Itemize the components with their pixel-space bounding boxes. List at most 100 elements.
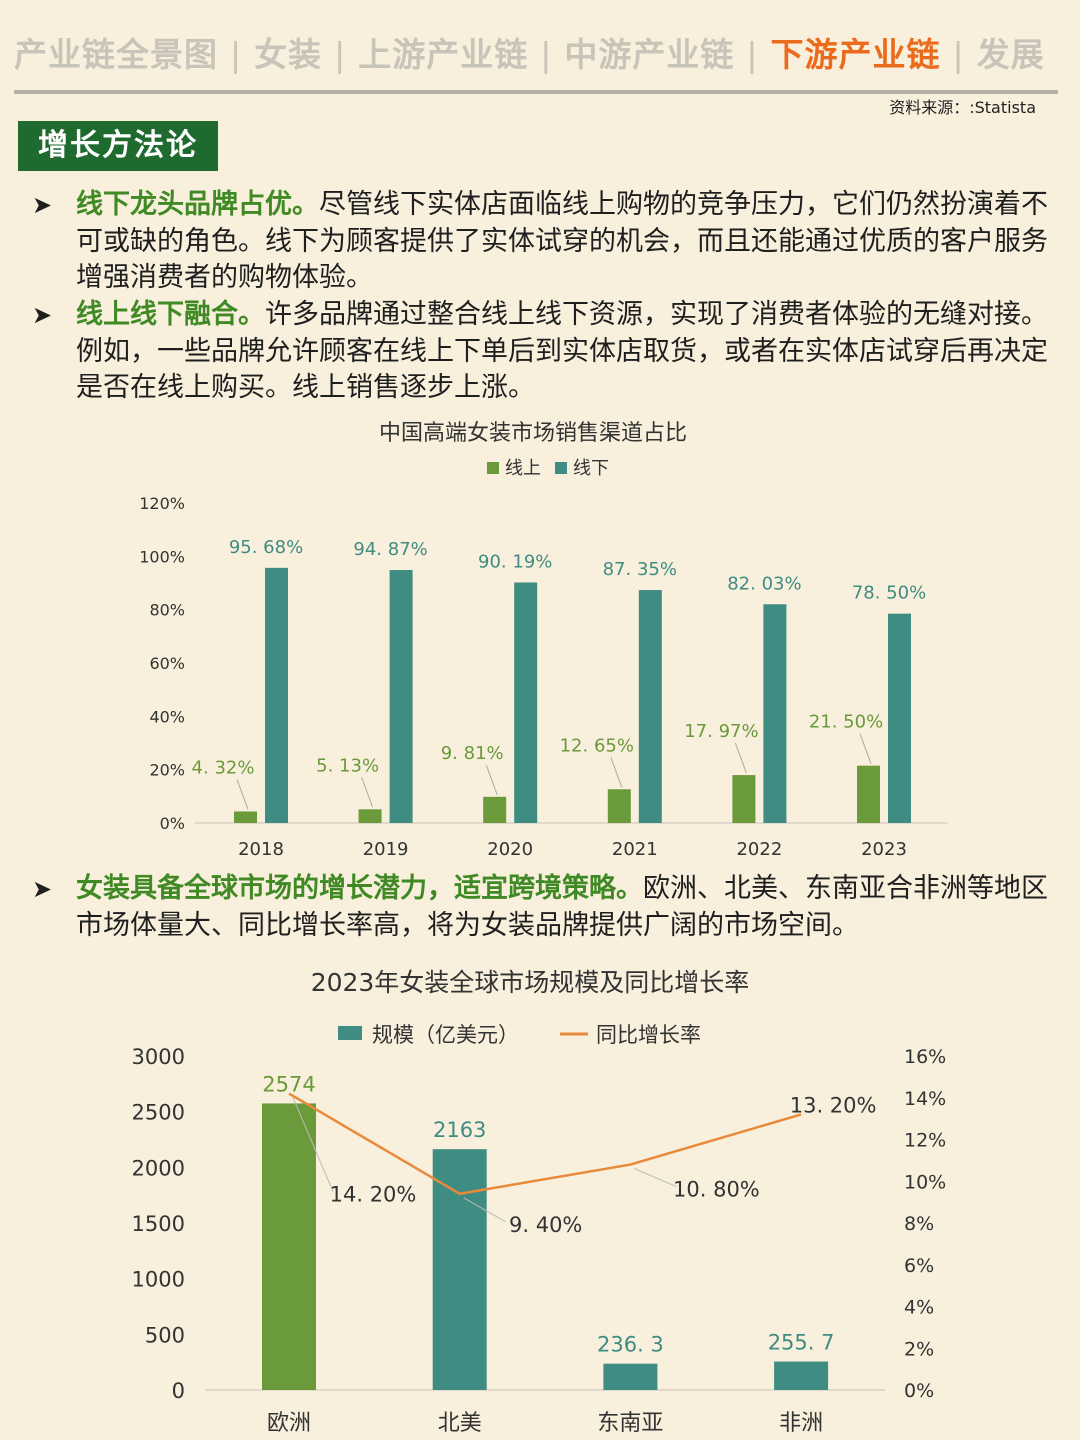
bar-offline <box>514 582 538 823</box>
y-tick-label: 100% <box>139 547 185 566</box>
bullet-lead: 女装具备全球市场的增长潜力，适宜跨境策略。 <box>76 873 643 904</box>
legend-label-online: 线上 <box>505 458 541 479</box>
data-label-online: 21. 50% <box>809 712 883 733</box>
y-tick-label: 2500 <box>132 1101 185 1125</box>
leader-line <box>236 779 249 810</box>
bar-online <box>857 765 880 823</box>
x-tick-label: 2018 <box>238 839 284 860</box>
legend-swatch-size <box>338 1026 362 1040</box>
bar-online <box>607 789 631 823</box>
y2-tick-label: 4% <box>904 1297 934 1319</box>
nav-separator: | <box>952 35 965 74</box>
data-label-growth: 14. 20% <box>330 1183 417 1207</box>
x-tick-label: 2023 <box>861 839 907 860</box>
legend-label-size: 规模（亿美元） <box>372 1023 519 1047</box>
data-label-online: 5. 13% <box>316 755 379 776</box>
data-label-online: 17. 97% <box>684 721 758 742</box>
chart-title: 中国高端女装市场销售渠道占比 <box>379 421 687 446</box>
breadcrumb-nav: 产业链全景图 | 女装 | 上游产业链 | 中游产业链 | 下游产业链 | 发展 <box>14 28 1070 78</box>
bullet-body: 许多品牌通过整合线上线下资源，实现了消费者体验的无缝对接。例如，一些品牌允许顾客… <box>76 299 1048 403</box>
legend-swatch-offline <box>555 462 567 474</box>
arrow-bullet-icon: ➤ <box>32 875 53 903</box>
data-label-offline: 82. 03% <box>727 573 801 594</box>
bar-size <box>432 1149 487 1390</box>
bar-offline <box>638 590 662 823</box>
y-tick-label: 0% <box>160 814 185 833</box>
leader-line <box>292 1097 334 1192</box>
nav-separator: | <box>540 35 553 74</box>
data-label-offline: 87. 35% <box>603 559 677 580</box>
nav-item-5[interactable]: 发展 <box>976 35 1045 74</box>
x-tick-label: 欧洲 <box>267 1411 311 1436</box>
nav-item-0[interactable]: 产业链全景图 <box>14 35 218 74</box>
bullet-lead: 线上线下融合。 <box>76 299 265 330</box>
x-tick-label: 2021 <box>612 839 658 860</box>
chart-title: 2023年女装全球市场规模及同比增长率 <box>311 968 750 997</box>
nav-item-1[interactable]: 女装 <box>254 35 323 74</box>
leader-line <box>463 1197 506 1223</box>
y-tick-label: 40% <box>149 707 185 726</box>
data-label-growth: 9. 40% <box>509 1213 582 1237</box>
data-label-online: 12. 65% <box>560 735 634 756</box>
data-label-size: 2574 <box>262 1072 315 1096</box>
nav-separator: | <box>746 35 759 74</box>
legend-label-growth: 同比增长率 <box>596 1023 701 1047</box>
bar-online <box>234 811 257 823</box>
x-tick-label: 北美 <box>438 1411 482 1436</box>
nav-item-2[interactable]: 上游产业链 <box>358 35 529 74</box>
y-tick-label: 0 <box>172 1379 185 1403</box>
leader-line <box>734 742 747 774</box>
bar-size <box>603 1363 658 1390</box>
y-tick-label: 60% <box>149 654 185 673</box>
y-tick-label: 1500 <box>132 1212 185 1236</box>
bullet-2: ➤ 线上线下融合。许多品牌通过整合线上线下资源，实现了消费者体验的无缝对接。例如… <box>32 297 1060 407</box>
y-tick-label: 120% <box>139 494 185 513</box>
x-tick-label: 2019 <box>363 839 409 860</box>
leader-line <box>610 757 623 788</box>
source-note: 资料来源：:Statista <box>889 98 1036 117</box>
legend-swatch-online <box>487 462 499 474</box>
data-label-online: 9. 81% <box>441 743 504 764</box>
y2-tick-label: 2% <box>904 1338 934 1360</box>
nav-item-4[interactable]: 下游产业链 <box>770 35 941 74</box>
nav-item-3[interactable]: 中游产业链 <box>564 35 735 74</box>
bullet-text: 线下龙头品牌占优。尽管线下实体店面临线上购物的竞争压力，它们仍然扮演着不可或缺的… <box>76 187 1060 297</box>
y-tick-label: 20% <box>149 761 185 780</box>
y2-tick-label: 12% <box>904 1130 946 1152</box>
data-label-size: 236. 3 <box>597 1333 664 1357</box>
x-tick-label: 东南亚 <box>597 1411 663 1436</box>
bullet-text: 线上线下融合。许多品牌通过整合线上线下资源，实现了消费者体验的无缝对接。例如，一… <box>76 297 1060 407</box>
y2-tick-label: 10% <box>904 1171 946 1193</box>
bar-size <box>262 1103 316 1390</box>
arrow-bullet-icon: ➤ <box>32 301 53 329</box>
bar-online <box>358 809 382 823</box>
y2-tick-label: 6% <box>904 1255 934 1277</box>
bullet-1: ➤ 线下龙头品牌占优。尽管线下实体店面临线上购物的竞争压力，它们仍然扮演着不可或… <box>32 187 1060 297</box>
bar-size <box>774 1361 829 1390</box>
bar-online <box>483 796 507 823</box>
data-label-growth: 13. 20% <box>790 1093 877 1117</box>
y-tick-label: 3000 <box>132 1045 185 1069</box>
leader-line <box>361 777 374 808</box>
y2-tick-label: 14% <box>904 1088 946 1110</box>
leader-line <box>859 733 872 764</box>
bullet-body: 欧洲、北美、东南亚合非洲等地区市场体量大、同比增长率高，将为女装品牌提供广阔的市… <box>76 873 1048 941</box>
leader-line <box>634 1168 677 1188</box>
y-tick-label: 2000 <box>132 1156 185 1180</box>
x-tick-label: 非洲 <box>779 1411 823 1436</box>
bar-offline <box>888 613 911 823</box>
data-label-size: 255. 7 <box>768 1331 835 1355</box>
bar-offline <box>763 604 787 823</box>
data-label-offline: 94. 87% <box>353 539 427 560</box>
data-label-online: 4. 32% <box>192 757 255 778</box>
bar-online <box>732 775 756 823</box>
data-label-growth: 10. 80% <box>673 1178 760 1202</box>
data-label-offline: 95. 68% <box>229 537 303 558</box>
bullet-lead: 线下龙头品牌占优。 <box>76 189 319 220</box>
bar-offline <box>389 570 413 823</box>
nav-separator: | <box>230 35 243 74</box>
bullet-3: ➤ 女装具备全球市场的增长潜力，适宜跨境策略。欧洲、北美、东南亚合非洲等地区市场… <box>32 871 1060 944</box>
section-title: 增长方法论 <box>18 121 218 171</box>
